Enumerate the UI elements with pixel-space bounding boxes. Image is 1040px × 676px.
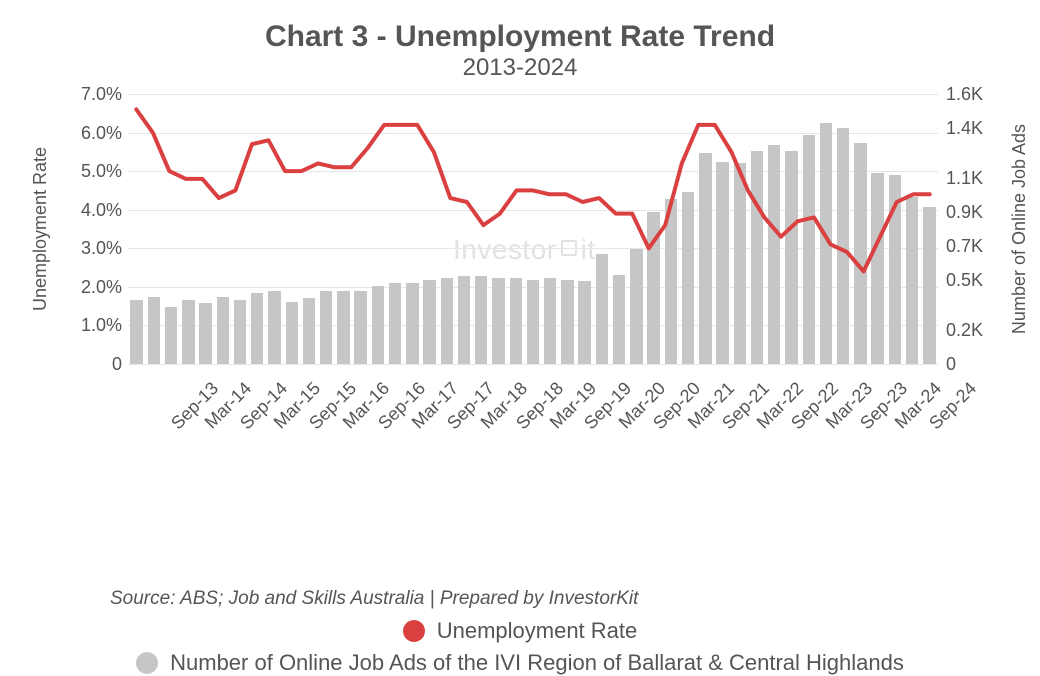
y-left-tick: 4.0%	[81, 200, 122, 221]
chart-title: Chart 3 - Unemployment Rate Trend	[10, 20, 1030, 54]
chart-container: Chart 3 - Unemployment Rate Trend 2013-2…	[0, 0, 1040, 640]
y-left-tick: 1.0%	[81, 315, 122, 336]
y-right-tick: 0.9K	[946, 202, 983, 223]
y-left-tick: 2.0%	[81, 277, 122, 298]
plot-area: Investorit	[128, 94, 938, 364]
y-right-tick: 1.1K	[946, 168, 983, 189]
legend-line-label: Unemployment Rate	[437, 618, 638, 644]
y-left-axis-label: Unemployment Rate	[30, 147, 51, 311]
chart-subtitle: 2013-2024	[10, 54, 1030, 82]
y-right-tick: 1.4K	[946, 118, 983, 139]
y-left-tick: 0	[112, 354, 122, 375]
y-right-tick: 0.2K	[946, 320, 983, 341]
line-svg	[128, 94, 938, 364]
legend-line-marker-icon	[403, 620, 425, 642]
y-right-tick: 0.5K	[946, 270, 983, 291]
legend-bar-label: Number of Online Job Ads of the IVI Regi…	[170, 650, 904, 676]
below-plot: Source: ABS; Job and Skills Australia | …	[98, 588, 1030, 676]
y-left-tick: 3.0%	[81, 238, 122, 259]
y-left-tick: 6.0%	[81, 123, 122, 144]
y-left-tick: 5.0%	[81, 161, 122, 182]
y-right-axis-label: Number of Online Job Ads	[1009, 124, 1030, 334]
y-right-tick: 0	[946, 354, 956, 375]
y-right-tick: 0.7K	[946, 236, 983, 257]
unemployment-line	[136, 109, 929, 271]
legend-row-line: Unemployment Rate	[10, 618, 1030, 644]
legend: Unemployment Rate Number of Online Job A…	[10, 618, 1030, 676]
legend-row-bars: Number of Online Job Ads of the IVI Regi…	[10, 650, 1030, 676]
plot-container: Unemployment Rate Number of Online Job A…	[10, 88, 1040, 488]
y-left-tick: 7.0%	[81, 84, 122, 105]
legend-bar-marker-icon	[136, 652, 158, 674]
y-right-tick: 1.6K	[946, 84, 983, 105]
gridline	[128, 364, 938, 365]
source-text: Source: ABS; Job and Skills Australia | …	[110, 588, 1030, 610]
